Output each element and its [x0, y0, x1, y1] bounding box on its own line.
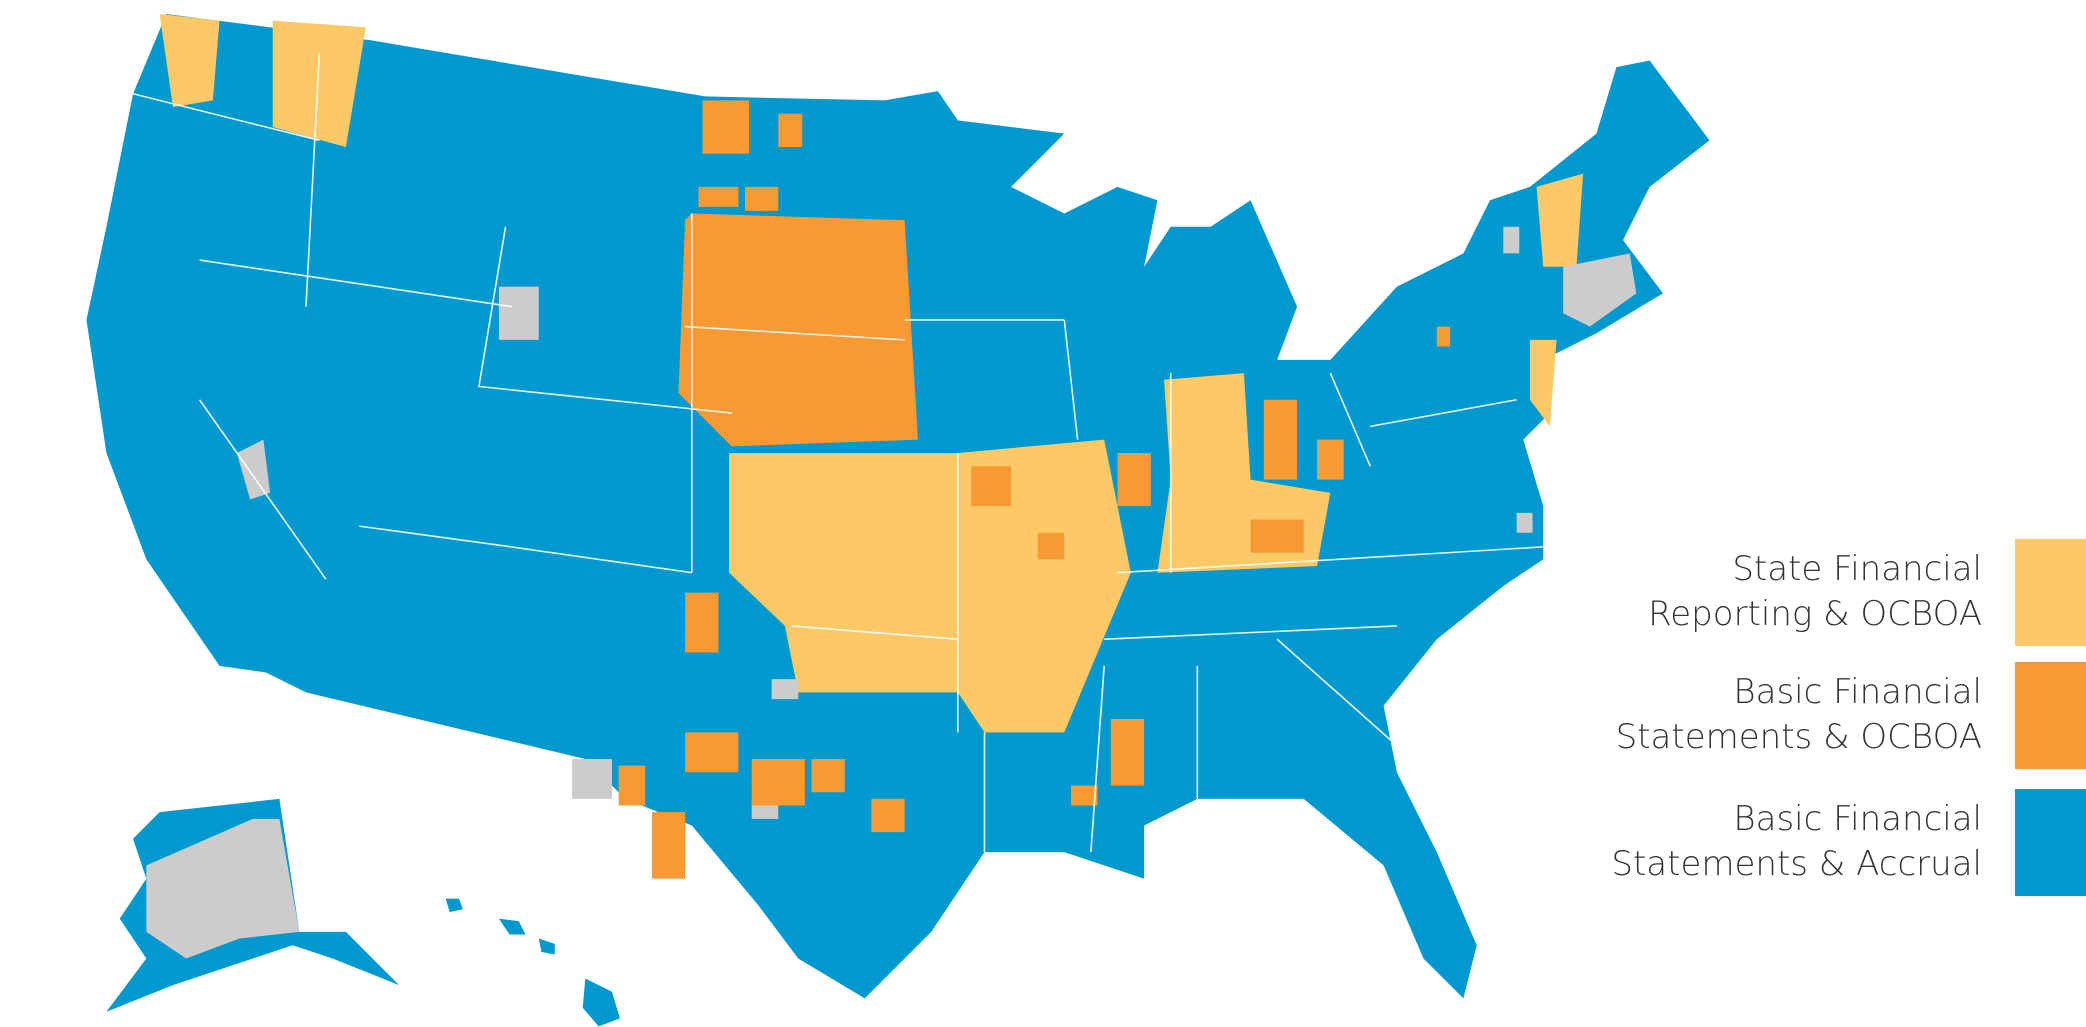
legend-label: State Financial Reporting & OCBOA — [1648, 549, 1982, 634]
legend-swatch — [2015, 539, 2086, 646]
state-borders — [132, 53, 1557, 853]
new-jersey-yellow — [1529, 339, 1557, 427]
hawaii — [445, 898, 620, 1027]
legend-swatch — [2015, 789, 2086, 896]
plains-orange — [678, 213, 918, 447]
legend-label: Basic Financial Statements & Accrual — [1611, 799, 1982, 884]
north-dakota-orange — [698, 100, 803, 211]
legend-swatch — [2015, 662, 2086, 769]
midwest-orange — [971, 326, 1451, 806]
legend-label: Basic Financial Statements & OCBOA — [1615, 672, 1982, 757]
vermont-yellow — [1536, 173, 1584, 267]
new-england-gray — [1563, 253, 1637, 327]
washington-yellow — [159, 13, 366, 147]
alaska-gray — [146, 818, 300, 959]
central-yellow — [729, 439, 1131, 733]
